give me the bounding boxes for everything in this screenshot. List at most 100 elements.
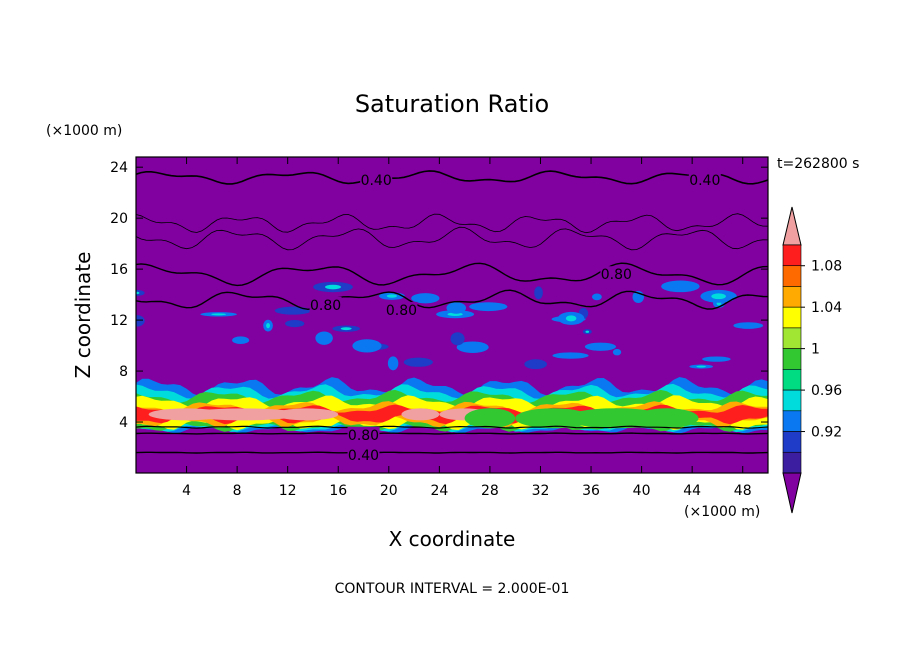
- x-tick-label: 40: [633, 483, 651, 499]
- moisture-blob: [446, 302, 467, 314]
- colorbar-label: 0.92: [811, 425, 842, 441]
- contour-label-bg: [347, 447, 380, 464]
- x-tick-label: 8: [233, 483, 242, 499]
- contour-label-bg: [347, 426, 380, 443]
- colorbar-segment: [782, 431, 802, 453]
- contour-0.40-low: [136, 451, 768, 454]
- y-tick-label: 20: [110, 211, 128, 227]
- x-tick-label: 28: [481, 483, 499, 499]
- contour-label: 0.40: [361, 173, 392, 189]
- colorbar-segment: [782, 410, 802, 432]
- y-tick-label: 4: [119, 415, 128, 431]
- contour-interval-footer: CONTOUR INTERVAL = 2.000E-01: [335, 581, 570, 597]
- pink-patch: [186, 408, 301, 421]
- moisture-blob: [232, 336, 250, 345]
- moisture-blob: [591, 293, 602, 301]
- x-tick-label: 48: [734, 483, 752, 499]
- moisture-blob: [315, 331, 333, 345]
- contour-label: 0.40: [348, 448, 379, 464]
- moisture-blob: [136, 289, 145, 297]
- green-lump: [515, 408, 592, 429]
- contour-label: 0.80: [386, 303, 417, 319]
- colorbar-top-arrow: [782, 206, 802, 246]
- moisture-blob: [661, 280, 700, 293]
- contour-cloud-base: [136, 425, 768, 429]
- contour-label: 0.80: [601, 267, 632, 283]
- x-tick-label: 12: [279, 483, 297, 499]
- colorbar-segment: [782, 265, 802, 287]
- y-axis-title: Z coordinate: [71, 252, 95, 379]
- moisture-blob: [733, 322, 764, 329]
- colorbar-segment: [782, 286, 802, 308]
- x-tick-label: 24: [430, 483, 448, 499]
- moisture-blob: [274, 306, 311, 315]
- moisture-blob: [285, 319, 305, 328]
- moisture-blob: [584, 342, 617, 351]
- moisture-blob-core: [696, 365, 706, 368]
- y-tick-label: 8: [119, 364, 128, 380]
- contour-label-bg: [688, 171, 721, 188]
- z-unit-label: (×1000 m): [46, 123, 122, 139]
- colorbar: 1.08 1.04 1 0.96 0.92: [782, 206, 842, 514]
- colorbar-segment: [782, 451, 802, 474]
- time-label: t=262800 s: [777, 156, 859, 172]
- colorbar-segment: [782, 244, 802, 267]
- colorbar-label: 0.96: [811, 383, 842, 399]
- moisture-blob: [524, 359, 547, 370]
- moisture-blob: [702, 356, 731, 362]
- colorbar-segment: [782, 327, 802, 349]
- y-tick-label: 12: [110, 313, 128, 329]
- x-tick-label: 4: [182, 483, 191, 499]
- moisture-blob-core: [585, 330, 590, 333]
- moisture-blob: [411, 293, 440, 304]
- pink-patch: [401, 408, 440, 421]
- moisture-blob: [352, 339, 382, 353]
- contour-label-bg: [385, 301, 418, 318]
- chart-title: Saturation Ratio: [355, 90, 549, 118]
- moisture-blob: [534, 286, 543, 300]
- x-tick-label: 44: [683, 483, 701, 499]
- contour-labels: 0.40 0.40 0.80 0.80 0.80 0.80 0.40: [309, 171, 721, 464]
- contour-thin-upper: [136, 213, 768, 234]
- colorbar-segment: [782, 348, 802, 370]
- y-tick-label: 16: [110, 262, 128, 278]
- colorbar-label: 1: [811, 342, 820, 358]
- moisture-blob: [612, 348, 622, 356]
- contour-label: 0.40: [689, 173, 720, 189]
- green-lump: [635, 408, 699, 429]
- colorbar-label: 1.08: [811, 259, 842, 275]
- plot-area: 0.40 0.40 0.80 0.80 0.80 0.80 0.40: [136, 157, 768, 473]
- contour-lines: [136, 170, 768, 454]
- x-tick-label: 16: [329, 483, 347, 499]
- x-tick-label: 36: [582, 483, 600, 499]
- x-tick-label: 32: [532, 483, 550, 499]
- moisture-blob-core: [266, 323, 270, 329]
- contour-0.40-upper: [136, 170, 768, 185]
- x-axis-title: X coordinate: [389, 527, 516, 551]
- contour-label-bg: [309, 296, 342, 313]
- pink-patch: [275, 408, 339, 421]
- moisture-blob: [403, 357, 433, 367]
- y-tick-label: 24: [110, 160, 128, 176]
- moisture-blob: [469, 302, 508, 312]
- moisture-blob-core: [325, 284, 341, 290]
- contour-0.80-low: [136, 432, 768, 435]
- moisture-blob-core: [386, 294, 398, 298]
- moisture-blob-core: [136, 291, 140, 295]
- moisture-blob: [136, 315, 145, 327]
- moisture-blob: [450, 332, 465, 346]
- colorbar-segment: [782, 369, 802, 391]
- moisture-blob: [387, 356, 399, 371]
- plot-frame: [135, 156, 769, 474]
- moisture-blob: [552, 352, 589, 359]
- colorbar-label: 1.04: [811, 300, 842, 316]
- moisture-blob-core: [565, 315, 577, 322]
- contour-thin-mid: [136, 226, 768, 251]
- x-unit-label: (×1000 m): [684, 504, 760, 520]
- contour-0.80-lower: [136, 289, 768, 311]
- contour-label-bg: [360, 171, 393, 188]
- x-axis-ticks: 4 8 12 16 20 24 28 32 36 40 44 48: [182, 157, 752, 499]
- x-tick-label: 20: [380, 483, 398, 499]
- y-axis-ticks: 4 8 12 16 20 24: [110, 160, 768, 431]
